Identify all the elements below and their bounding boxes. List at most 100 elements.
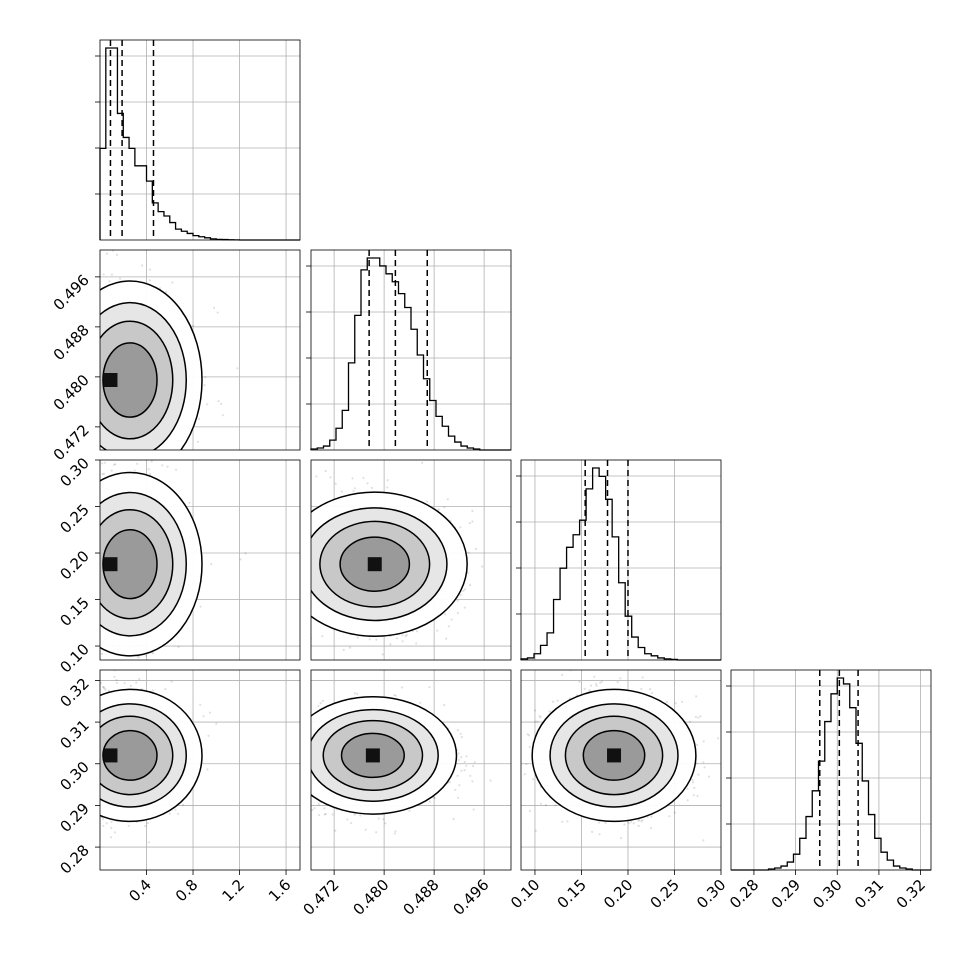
sample-point [151,689,155,692]
sample-point [100,455,102,457]
sample-point [115,253,119,256]
sample-point [307,543,309,545]
sample-point [291,597,293,599]
sample-point [118,454,120,456]
sample-point [137,656,141,659]
sample-point [288,580,290,582]
density-layer [100,665,218,844]
sample-point [459,526,462,529]
sample-point [167,476,169,478]
sample-point [301,565,303,567]
sample-point [130,457,132,459]
sample-point [370,486,373,489]
sample-point [348,646,352,649]
sample-point [147,841,150,844]
sample-point [105,252,108,255]
sample-point [289,560,291,562]
sample-point [308,552,310,554]
histogram-panel-1 [306,249,512,451]
sample-point [110,664,112,666]
sample-point [110,826,113,830]
sample-point [203,384,206,387]
sample-point [177,645,180,649]
sample-point [103,455,105,457]
sample-point [356,636,359,639]
sample-point [342,648,345,652]
sample-point [307,573,309,575]
sample-point [425,500,428,503]
sample-point [196,440,199,443]
sample-point [468,584,472,587]
sample-point [305,574,307,576]
sample-point [140,456,142,458]
sample-point [171,281,174,284]
sample-point [302,576,304,578]
sample-point [443,506,446,509]
panel-frame [730,669,932,871]
sample-point [386,479,389,482]
sample-point [244,552,247,555]
sample-point [138,677,141,681]
contour-line-3 [102,342,158,418]
sample-point [279,540,281,542]
contour-line-3 [339,536,411,592]
sample-point [148,473,152,476]
sample-point [329,476,332,479]
contour-line-2 [100,509,174,620]
sample-point [141,454,143,456]
sample-point [135,453,137,455]
sample-point [354,487,357,490]
sample-point [366,482,369,485]
sample-point [133,665,135,667]
sample-point [416,630,419,633]
sample-point [401,640,404,643]
sample-point [305,577,307,579]
contour-line-2 [319,520,431,608]
sample-point [305,598,307,600]
sample-point [115,681,119,685]
sample-point [112,452,114,454]
density-layer [100,218,239,478]
sample-point [145,654,148,657]
sample-point [307,534,309,536]
sample-point [177,476,179,478]
sample-point [404,635,407,638]
sample-point [456,612,459,615]
sample-point [102,273,105,276]
sample-point [118,463,120,465]
sample-point [139,461,141,463]
pair-panel-3 [99,665,301,871]
sample-point [112,663,114,665]
sample-point [415,642,418,645]
sample-point [113,463,116,466]
sample-point [297,617,299,619]
contour-line-0 [100,280,203,450]
sample-point [158,463,160,465]
sample-point [102,685,105,689]
sample-point [386,486,389,489]
sample-point [396,637,399,640]
sample-point [147,468,150,471]
sample-point [112,218,114,220]
sample-point [220,402,223,405]
sample-point [306,563,308,565]
sample-point [360,665,362,667]
sample-point [456,599,459,602]
sample-point [189,453,191,455]
sample-point [286,545,288,547]
sample-point [474,547,478,551]
sample-point [471,509,474,512]
sample-point [216,311,219,314]
sample-point [118,277,122,280]
sample-point [280,559,282,561]
sample-point [196,457,198,459]
sample-point [236,367,239,370]
sample-point [198,417,201,420]
sample-point [307,571,309,573]
sample-point [375,638,378,641]
sample-point [161,464,164,467]
sample-point [147,455,149,457]
sample-point [282,589,284,591]
sample-point [102,475,104,477]
sample-point [213,306,216,309]
